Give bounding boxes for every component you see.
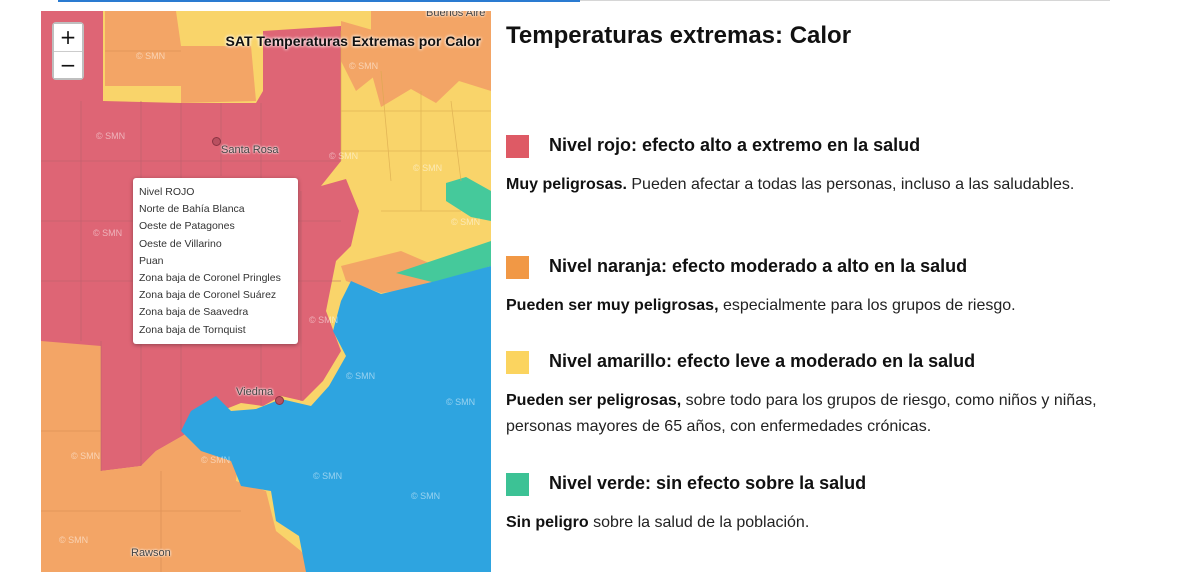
svg-text:© SMN: © SMN	[446, 397, 475, 407]
level-orange-description: Pueden ser muy peligrosas, especialmente…	[506, 293, 1116, 319]
zoom-control: + −	[52, 22, 84, 80]
level-green-title: Nivel verde: sin efecto sobre la salud	[549, 473, 867, 493]
level-green-emphasis: Sin peligro	[506, 514, 589, 531]
region-sea	[181, 266, 491, 572]
tooltip-zone: Puan	[139, 254, 164, 267]
svg-text:© SMN: © SMN	[329, 151, 358, 161]
svg-text:© SMN: © SMN	[309, 315, 338, 325]
level-red-text: Pueden afectar a todas las personas, inc…	[626, 176, 1075, 193]
level-red-title: Nivel rojo: efecto alto a extremo en la …	[549, 135, 921, 155]
svg-text:© SMN: © SMN	[136, 51, 165, 61]
level-orange-text: especialmente para los grupos de riesgo.	[718, 297, 1016, 314]
level-orange-emphasis: Pueden ser muy peligrosas,	[506, 297, 719, 314]
level-yellow-swatch	[506, 351, 529, 374]
region-orange-ne	[371, 11, 491, 107]
svg-text:© SMN: © SMN	[349, 61, 378, 71]
tooltip-zone: Zona baja de Coronel Suárez	[139, 289, 277, 302]
region-orange-s	[41, 341, 316, 572]
svg-text:© SMN: © SMN	[59, 535, 88, 545]
top-divider	[580, 0, 1110, 1]
region-orange-ne-2	[341, 21, 381, 91]
svg-text:© SMN: © SMN	[413, 163, 442, 173]
level-red-emphasis: Muy peligrosas.	[506, 176, 627, 193]
level-red-swatch	[506, 135, 529, 158]
level-red-description: Muy peligrosas. Pueden afectar a todas l…	[506, 172, 1116, 198]
legend-title: Temperaturas extremas: Calor	[506, 22, 852, 49]
region-orange-nw	[105, 11, 256, 103]
map-regions: © SMN © SMN © SMN © SMN © SMN © SMN © SMN © S…	[41, 11, 491, 572]
region-orange-coast	[341, 251, 436, 293]
city-label-rawson: Rawson	[131, 547, 171, 559]
alert-map[interactable]: © SMN © SMN © SMN © SMN © SMN © SMN © SMN © S…	[41, 11, 491, 572]
svg-text:© SMN: © SMN	[346, 371, 375, 381]
city-label-buenos-aires: Buenos Aire	[426, 11, 486, 19]
svg-text:© SMN: © SMN	[451, 217, 480, 227]
level-green-description: Sin peligro sobre la salud de la poblaci…	[506, 510, 1116, 536]
tooltip-zone: Oeste de Villarino	[139, 237, 222, 250]
level-green-swatch	[506, 473, 529, 496]
level-orange-swatch	[506, 256, 529, 279]
svg-text:© SMN: © SMN	[71, 451, 100, 461]
region-tooltip: Nivel ROJO Norte de Bahía Blanca Oeste d…	[133, 178, 298, 344]
top-accent-line	[58, 0, 580, 2]
zoom-in-button[interactable]: +	[54, 24, 82, 51]
region-green-north	[446, 177, 491, 221]
svg-text:© SMN: © SMN	[201, 455, 230, 465]
svg-text:© SMN: © SMN	[96, 131, 125, 141]
map-title: SAT Temperaturas Extremas por Calor	[225, 33, 481, 49]
level-orange-title: Nivel naranja: efecto moderado a alto en…	[549, 256, 968, 276]
tooltip-zone: Zona baja de Saavedra	[139, 306, 249, 319]
svg-text:© SMN: © SMN	[313, 471, 342, 481]
city-marker-santa-rosa	[212, 137, 221, 146]
level-yellow-description: Pueden ser peligrosas, sobre todo para l…	[506, 388, 1116, 440]
level-yellow-title: Nivel amarillo: efecto leve a moderado e…	[549, 351, 976, 371]
svg-text:© SMN: © SMN	[93, 228, 122, 238]
level-yellow-text: sobre todo para los grupos de riesgo, co…	[506, 392, 1097, 435]
tooltip-zone: Norte de Bahía Blanca	[139, 203, 245, 216]
tooltip-level: Nivel ROJO	[139, 186, 195, 198]
zoom-out-button[interactable]: −	[54, 51, 82, 78]
level-yellow-emphasis: Pueden ser peligrosas,	[506, 392, 682, 409]
tooltip-zone: Zona baja de Coronel Pringles	[139, 272, 281, 285]
city-label-santa-rosa: Santa Rosa	[221, 144, 279, 156]
tooltip-zone: Oeste de Patagones	[139, 220, 235, 233]
tooltip-zone: Zona baja de Tornquist	[139, 323, 246, 336]
level-green-text: sobre la salud de la población.	[588, 514, 810, 531]
svg-text:© SMN: © SMN	[411, 491, 440, 501]
city-marker-viedma	[275, 396, 284, 405]
city-label-viedma: Viedma	[236, 386, 274, 398]
